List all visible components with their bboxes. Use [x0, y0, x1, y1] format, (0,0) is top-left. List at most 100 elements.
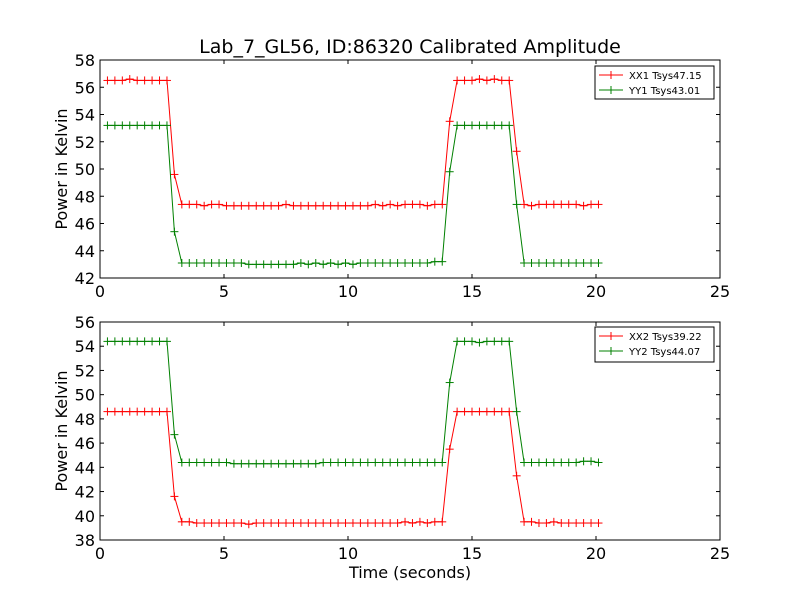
bottom-series-1-point [356, 519, 365, 528]
bottom-legend-item: YY2 Tsys44.07 [599, 347, 700, 358]
bottom-series-2-point [378, 458, 387, 467]
top-series-2-point [430, 257, 439, 266]
bottom-x-tick-label: 10 [338, 544, 358, 563]
top-series-1-point [200, 201, 209, 210]
bottom-series-1-point [594, 519, 603, 528]
top-series-2-point [237, 259, 246, 268]
bottom-series-2-point [118, 337, 127, 346]
top-series-1-point [363, 201, 372, 210]
top-series-1-point [296, 201, 305, 210]
bottom-series-1-point [326, 519, 335, 528]
top-legend-label: XX1 Tsys47.15 [629, 71, 702, 82]
bottom-series-1-point [549, 517, 558, 526]
bottom-x-tick-label: 0 [95, 544, 105, 563]
top-series-1-point [185, 200, 194, 209]
top-x-tick-label: 5 [219, 282, 229, 301]
top-series-2-point [453, 121, 462, 130]
bottom-series-2-point [549, 458, 558, 467]
top-series-1-point [408, 200, 417, 209]
bottom-series-2-point [527, 458, 536, 467]
bottom-series-2-point [557, 458, 566, 467]
bottom-series-1-point [423, 519, 432, 528]
top-series-1-point [282, 200, 290, 209]
bottom-series-2-point [222, 458, 231, 467]
top-series-2-point [140, 121, 149, 130]
bottom-series-2-point [401, 458, 410, 467]
top-legend: XX1 Tsys47.15 YY1 Tsys43.01 [594, 65, 715, 100]
top-series-1-point [170, 170, 179, 179]
bottom-series-1-point [408, 519, 417, 528]
top-series-2-point [549, 259, 558, 268]
bottom-series-2-point [363, 458, 372, 467]
top-series-1-point [430, 200, 439, 209]
top-series-1-point [252, 201, 261, 210]
top-series-1-point [215, 200, 224, 209]
bottom-series-1-point [170, 492, 179, 501]
bottom-series-1-point [393, 519, 402, 528]
bottom-series-1-point [557, 519, 566, 528]
top-series-1-point [267, 201, 276, 210]
bottom-series-2-point [520, 458, 529, 467]
top-series-2-point [200, 259, 209, 268]
top-series-2-point [356, 259, 365, 268]
bottom-series-2-point [393, 458, 402, 467]
top-series-1-point [534, 200, 543, 209]
top-series-1-point [103, 76, 112, 85]
bottom-y-tick-label: 52 [75, 361, 95, 380]
top-series-1-point [334, 201, 343, 210]
top-series-2-point [468, 121, 476, 130]
bottom-series-2-point [110, 337, 119, 346]
top-series-2-point [579, 259, 588, 268]
top-series-2-point [438, 257, 447, 266]
top-series-2-point [341, 259, 350, 268]
bottom-series-2-point [490, 337, 499, 346]
top-series-1-point [207, 200, 216, 209]
top-series-2-point [148, 121, 157, 130]
bottom-series-2-point [386, 458, 395, 467]
top-series-2-point [319, 260, 328, 269]
bottom-series-1-point [133, 407, 142, 416]
bottom-series-2-point [267, 459, 276, 468]
top-series-1-point [594, 200, 603, 209]
bottom-y-tick-label: 42 [75, 483, 95, 502]
top-series-2-point [177, 259, 186, 268]
bottom-series-2-point [579, 457, 588, 466]
bottom-series-2-point [289, 459, 298, 468]
top-series-2-point [572, 259, 581, 268]
top-series-1-point [125, 75, 134, 84]
bottom-series-2-point [423, 458, 432, 467]
bottom-series-1-point [155, 407, 164, 416]
top-series-2-point [215, 259, 224, 268]
top-series-1-point [542, 200, 551, 209]
bottom-series-1-point [311, 519, 320, 528]
bottom-series-2-point [334, 458, 343, 467]
top-series-1-point [505, 76, 514, 85]
bottom-y-tick-label: 38 [75, 531, 95, 550]
bottom-series-1-point [200, 519, 209, 528]
top-legend-label: YY1 Tsys43.01 [628, 86, 700, 97]
top-series-1-point [549, 200, 558, 209]
top-series-1-point [148, 76, 157, 85]
top-series-2-point [497, 121, 506, 130]
top-series-2-point [252, 260, 261, 269]
bottom-series-2-point [162, 337, 171, 346]
bottom-series-1-point [118, 407, 127, 416]
bottom-series-1-point [185, 517, 194, 526]
bottom-series-2-point [348, 458, 357, 467]
bottom-axes-frame [99, 321, 721, 541]
bottom-series-1-point [334, 519, 343, 528]
bottom-series-1-point [259, 519, 268, 528]
top-series-1-point [468, 76, 476, 85]
bottom-series-1-point [490, 407, 499, 416]
top-series-2-point [103, 121, 112, 130]
bottom-series-1-point [341, 519, 350, 528]
top-series-2-point [125, 121, 134, 130]
top-series-2-point [118, 121, 127, 130]
bottom-series-2-point [259, 459, 268, 468]
top-series-1-point [133, 76, 142, 85]
top-y-tick-label: 48 [75, 187, 95, 206]
bottom-series-1-point [468, 407, 476, 416]
bottom-series-1-point [371, 519, 380, 528]
bottom-series-2-point [438, 458, 447, 467]
